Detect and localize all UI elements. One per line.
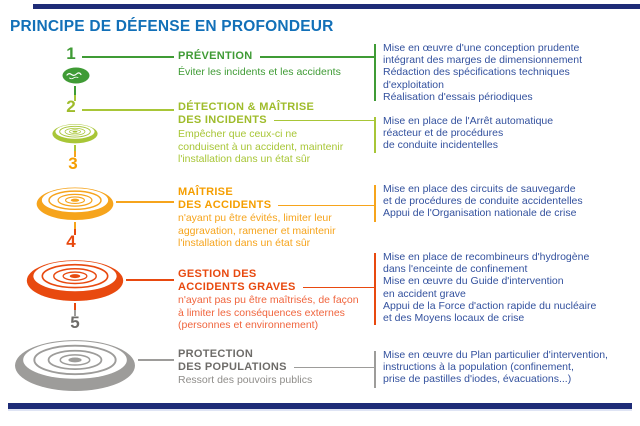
level-measures: Mise en œuvre d'une conception prudente … [383, 42, 583, 103]
title-rule [302, 286, 374, 289]
title-rule [278, 204, 374, 207]
dashed-connector [74, 86, 76, 95]
connector-line [116, 201, 174, 203]
dashed-connector [74, 303, 76, 310]
level-title: PROTECTION [178, 348, 254, 360]
level-title: GESTION DES [178, 268, 257, 280]
level-title: DÉTECTION & MAÎTRISE [178, 101, 315, 113]
level-number: 5 [70, 313, 80, 332]
disc-icon-level-1 [62, 67, 90, 84]
disc-icon-level-4 [26, 260, 124, 302]
level-number: 2 [66, 97, 76, 116]
title-rule [293, 366, 374, 369]
level-title-line-2: DES POPULATIONS [178, 360, 287, 373]
measures-vertical-rule [374, 117, 376, 153]
level-title: PRÉVENTION [178, 50, 253, 62]
level-measures: Mise en place de recombineurs d'hydrogèn… [383, 251, 597, 325]
top-accent-bar [33, 4, 640, 9]
disc-icon-level-3 [36, 187, 114, 221]
disc-icon-level-5 [15, 340, 135, 391]
level-description: Empêcher que ceux-ci ne conduisent à un … [178, 128, 344, 166]
bottom-accent-bar [8, 403, 632, 411]
connector-line [82, 109, 174, 111]
dashed-connector [74, 145, 76, 151]
level-number: 4 [66, 232, 76, 251]
dashed-connector [74, 229, 76, 235]
level-description: n'ayant pu être évités, limiter leur agg… [178, 212, 336, 250]
dashed-connector [74, 95, 76, 101]
dashed-connector [74, 151, 76, 157]
title-rule [259, 56, 374, 58]
level-measures: Mise en place de l'Arrêt automatique réa… [383, 115, 554, 152]
dashed-connector [74, 310, 76, 316]
measures-vertical-rule [374, 351, 376, 388]
measures-vertical-rule [374, 185, 376, 222]
level-number: 3 [68, 154, 78, 173]
page-title: PRINCIPE DE DÉFENSE EN PROFONDEUR [10, 18, 334, 35]
level-description: Éviter les incidents et les accidents [178, 66, 341, 78]
dashed-connector [74, 222, 76, 229]
connector-line [82, 56, 174, 58]
level-description: Ressort des pouvoirs publics [178, 374, 313, 386]
level-title-line-2: DES ACCIDENTS [178, 198, 272, 211]
measures-vertical-rule [374, 44, 376, 101]
connector-line [126, 279, 174, 281]
connector-line [138, 359, 174, 361]
level-title-line-2: DES INCIDENTS [178, 113, 267, 126]
measures-vertical-rule [374, 253, 376, 325]
level-number: 1 [66, 44, 76, 63]
level-measures: Mise en place des circuits de sauvegarde… [383, 183, 583, 220]
level-measures: Mise en œuvre du Plan particulier d'inte… [383, 349, 608, 386]
level-description: n'ayant pas pu être maîtrisés, de façon … [178, 294, 359, 332]
title-rule [273, 119, 374, 122]
level-title-line-2: ACCIDENTS GRAVES [178, 280, 296, 293]
level-title: MAÎTRISE [178, 186, 233, 198]
disc-icon-level-2 [52, 124, 98, 144]
